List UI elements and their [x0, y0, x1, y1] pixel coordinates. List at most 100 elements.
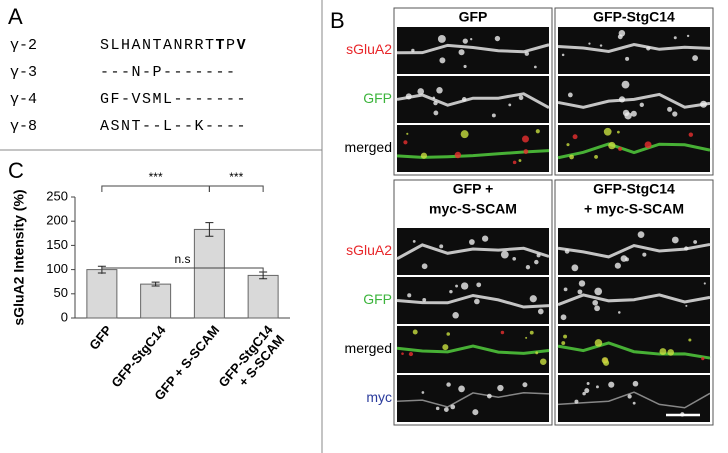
column-header: GFP	[459, 9, 488, 25]
row-label: GFP	[363, 90, 392, 106]
spine	[518, 159, 522, 162]
spine	[563, 334, 568, 339]
spine	[537, 308, 544, 315]
spine	[411, 48, 415, 53]
column-header: GFP-StgC14	[593, 9, 675, 25]
spine	[673, 36, 677, 40]
spine	[422, 297, 427, 302]
spine	[577, 289, 583, 295]
spine	[458, 49, 465, 56]
dendrite	[396, 293, 550, 309]
dendrite	[557, 341, 711, 360]
micrograph	[397, 277, 549, 324]
image-frame	[554, 179, 714, 426]
spine	[512, 160, 517, 165]
sequence-segment: ASNT--L--K----	[100, 118, 247, 135]
spine	[433, 110, 439, 116]
spine	[667, 106, 673, 112]
sequence: SLHANTANRRTTPV	[100, 37, 247, 54]
spine	[536, 253, 541, 258]
spine	[460, 130, 469, 139]
spine	[566, 143, 570, 147]
spine	[403, 140, 408, 145]
sequence: GF-VSML-------	[100, 91, 247, 108]
spine	[512, 256, 517, 261]
spine	[461, 97, 467, 102]
spine	[625, 56, 630, 61]
image-frame	[393, 7, 553, 176]
spine	[672, 111, 678, 117]
dendrite	[396, 243, 550, 261]
spine	[594, 287, 603, 296]
y-tick-label: 200	[46, 213, 68, 228]
y-tick-label: 100	[46, 261, 68, 276]
spine	[446, 332, 451, 336]
spine	[569, 154, 574, 160]
spine	[567, 92, 573, 98]
spine	[476, 282, 482, 288]
bar	[140, 283, 172, 319]
spine	[524, 51, 530, 56]
x-tick-label: GFP-StgC14 + S-SCAM	[216, 322, 288, 400]
spine	[460, 282, 469, 290]
spine	[535, 351, 539, 355]
dendrite	[557, 293, 711, 307]
spine	[684, 246, 689, 251]
error-bar	[151, 281, 160, 287]
row-label: myc	[366, 389, 392, 405]
spine	[463, 64, 467, 69]
spine	[486, 393, 492, 399]
spine	[442, 344, 449, 351]
spine	[521, 135, 529, 143]
spine	[564, 249, 570, 254]
gene-name: γ-4	[10, 91, 37, 108]
sequence-segment: ---N-P-------	[100, 64, 237, 81]
spine	[637, 231, 645, 238]
y-tick-label: 250	[46, 188, 68, 203]
image-frame	[554, 7, 714, 176]
image-frame	[393, 179, 553, 426]
spine	[535, 129, 540, 134]
column-header: GFP +	[453, 181, 494, 197]
spine	[646, 46, 651, 51]
spine	[446, 382, 451, 387]
spine	[614, 262, 621, 269]
spine	[443, 407, 449, 412]
spine	[620, 255, 628, 262]
spine	[468, 239, 475, 245]
dendrite	[557, 142, 711, 160]
spine	[632, 380, 639, 387]
spine	[417, 88, 425, 95]
spine	[618, 96, 626, 103]
spine	[595, 385, 599, 389]
spine	[630, 110, 637, 117]
spine	[582, 391, 586, 396]
dendrite	[557, 391, 711, 409]
column-header: + myc-S-SCAM	[584, 201, 684, 217]
dendrite	[396, 392, 550, 408]
spine	[667, 349, 675, 356]
spine	[525, 336, 528, 339]
sequence-segment: SLHANTANRRT	[100, 37, 216, 54]
spine	[608, 141, 616, 150]
spine	[462, 38, 468, 44]
spine	[497, 384, 504, 392]
spine	[405, 93, 412, 100]
significance-bracket	[208, 185, 264, 192]
spine	[482, 235, 489, 242]
spine	[529, 330, 534, 335]
spine	[685, 304, 688, 307]
bar	[247, 274, 279, 319]
spine	[518, 95, 524, 101]
spine	[470, 38, 473, 41]
spine	[529, 295, 537, 303]
spine	[408, 351, 414, 357]
micrograph	[397, 326, 549, 373]
spine	[693, 240, 698, 244]
row-label: GFP	[363, 291, 392, 307]
error-bar	[205, 222, 214, 237]
spine	[688, 338, 692, 342]
spine	[458, 385, 465, 393]
gene-name: γ-8	[10, 118, 37, 135]
